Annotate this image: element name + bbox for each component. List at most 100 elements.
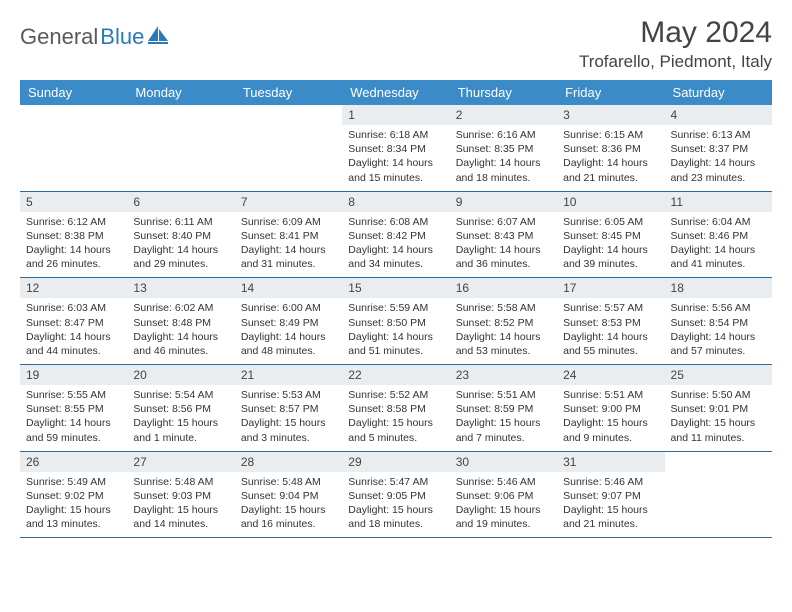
calendar-week-row: 12Sunrise: 6:03 AMSunset: 8:47 PMDayligh… xyxy=(20,278,772,365)
calendar-cell: 20Sunrise: 5:54 AMSunset: 8:56 PMDayligh… xyxy=(127,365,234,452)
day-header: Friday xyxy=(557,80,664,105)
calendar-cell: 31Sunrise: 5:46 AMSunset: 9:07 PMDayligh… xyxy=(557,451,664,538)
calendar-cell: 15Sunrise: 5:59 AMSunset: 8:50 PMDayligh… xyxy=(342,278,449,365)
calendar-cell: 22Sunrise: 5:52 AMSunset: 8:58 PMDayligh… xyxy=(342,365,449,452)
sail-icon xyxy=(148,26,170,49)
day-header: Monday xyxy=(127,80,234,105)
day-details: Sunrise: 6:09 AMSunset: 8:41 PMDaylight:… xyxy=(235,212,342,278)
day-number: 15 xyxy=(342,278,449,298)
day-details: Sunrise: 5:49 AMSunset: 9:02 PMDaylight:… xyxy=(20,472,127,538)
day-number: 3 xyxy=(557,105,664,125)
day-details: Sunrise: 5:59 AMSunset: 8:50 PMDaylight:… xyxy=(342,298,449,364)
day-details: Sunrise: 6:15 AMSunset: 8:36 PMDaylight:… xyxy=(557,125,664,191)
calendar-week-row: 1Sunrise: 6:18 AMSunset: 8:34 PMDaylight… xyxy=(20,105,772,191)
day-number: 11 xyxy=(665,192,772,212)
day-details: Sunrise: 5:47 AMSunset: 9:05 PMDaylight:… xyxy=(342,472,449,538)
day-details: Sunrise: 5:50 AMSunset: 9:01 PMDaylight:… xyxy=(665,385,772,451)
day-number: 9 xyxy=(450,192,557,212)
calendar-cell: 10Sunrise: 6:05 AMSunset: 8:45 PMDayligh… xyxy=(557,191,664,278)
day-header: Tuesday xyxy=(235,80,342,105)
calendar-cell: 25Sunrise: 5:50 AMSunset: 9:01 PMDayligh… xyxy=(665,365,772,452)
day-details: Sunrise: 6:04 AMSunset: 8:46 PMDaylight:… xyxy=(665,212,772,278)
day-details: Sunrise: 6:12 AMSunset: 8:38 PMDaylight:… xyxy=(20,212,127,278)
day-number: 18 xyxy=(665,278,772,298)
calendar-cell: 3Sunrise: 6:15 AMSunset: 8:36 PMDaylight… xyxy=(557,105,664,191)
month-title: May 2024 xyxy=(579,16,772,50)
calendar-cell: 17Sunrise: 5:57 AMSunset: 8:53 PMDayligh… xyxy=(557,278,664,365)
logo-text-gray: General xyxy=(20,24,98,50)
day-number: 2 xyxy=(450,105,557,125)
day-details: Sunrise: 5:58 AMSunset: 8:52 PMDaylight:… xyxy=(450,298,557,364)
day-details: Sunrise: 5:48 AMSunset: 9:04 PMDaylight:… xyxy=(235,472,342,538)
calendar-cell: 18Sunrise: 5:56 AMSunset: 8:54 PMDayligh… xyxy=(665,278,772,365)
calendar-cell: 5Sunrise: 6:12 AMSunset: 8:38 PMDaylight… xyxy=(20,191,127,278)
day-number: 13 xyxy=(127,278,234,298)
day-number: 23 xyxy=(450,365,557,385)
day-number: 12 xyxy=(20,278,127,298)
logo: GeneralBlue xyxy=(20,16,170,50)
calendar-cell: 2Sunrise: 6:16 AMSunset: 8:35 PMDaylight… xyxy=(450,105,557,191)
day-number: 22 xyxy=(342,365,449,385)
day-number: 1 xyxy=(342,105,449,125)
day-details: Sunrise: 5:55 AMSunset: 8:55 PMDaylight:… xyxy=(20,385,127,451)
day-details: Sunrise: 5:57 AMSunset: 8:53 PMDaylight:… xyxy=(557,298,664,364)
day-number: 21 xyxy=(235,365,342,385)
calendar-cell: 8Sunrise: 6:08 AMSunset: 8:42 PMDaylight… xyxy=(342,191,449,278)
logo-text-blue: Blue xyxy=(100,24,144,50)
calendar-cell: 19Sunrise: 5:55 AMSunset: 8:55 PMDayligh… xyxy=(20,365,127,452)
day-details: Sunrise: 5:46 AMSunset: 9:07 PMDaylight:… xyxy=(557,472,664,538)
day-details: Sunrise: 6:05 AMSunset: 8:45 PMDaylight:… xyxy=(557,212,664,278)
day-header: Wednesday xyxy=(342,80,449,105)
day-details: Sunrise: 6:16 AMSunset: 8:35 PMDaylight:… xyxy=(450,125,557,191)
day-header: Saturday xyxy=(665,80,772,105)
day-number: 29 xyxy=(342,452,449,472)
day-details: Sunrise: 5:54 AMSunset: 8:56 PMDaylight:… xyxy=(127,385,234,451)
calendar-cell: 12Sunrise: 6:03 AMSunset: 8:47 PMDayligh… xyxy=(20,278,127,365)
calendar-cell: 13Sunrise: 6:02 AMSunset: 8:48 PMDayligh… xyxy=(127,278,234,365)
calendar-week-row: 19Sunrise: 5:55 AMSunset: 8:55 PMDayligh… xyxy=(20,365,772,452)
day-details: Sunrise: 5:53 AMSunset: 8:57 PMDaylight:… xyxy=(235,385,342,451)
day-number: 25 xyxy=(665,365,772,385)
calendar-cell: 26Sunrise: 5:49 AMSunset: 9:02 PMDayligh… xyxy=(20,451,127,538)
day-details: Sunrise: 5:52 AMSunset: 8:58 PMDaylight:… xyxy=(342,385,449,451)
calendar-cell: 27Sunrise: 5:48 AMSunset: 9:03 PMDayligh… xyxy=(127,451,234,538)
day-number: 31 xyxy=(557,452,664,472)
calendar-cell: 21Sunrise: 5:53 AMSunset: 8:57 PMDayligh… xyxy=(235,365,342,452)
day-number: 28 xyxy=(235,452,342,472)
day-header-row: SundayMondayTuesdayWednesdayThursdayFrid… xyxy=(20,80,772,105)
calendar-cell xyxy=(665,451,772,538)
day-number: 8 xyxy=(342,192,449,212)
day-details: Sunrise: 5:46 AMSunset: 9:06 PMDaylight:… xyxy=(450,472,557,538)
day-details: Sunrise: 5:48 AMSunset: 9:03 PMDaylight:… xyxy=(127,472,234,538)
calendar-cell: 6Sunrise: 6:11 AMSunset: 8:40 PMDaylight… xyxy=(127,191,234,278)
calendar-week-row: 5Sunrise: 6:12 AMSunset: 8:38 PMDaylight… xyxy=(20,191,772,278)
day-header: Thursday xyxy=(450,80,557,105)
calendar-cell xyxy=(127,105,234,191)
day-details: Sunrise: 6:13 AMSunset: 8:37 PMDaylight:… xyxy=(665,125,772,191)
day-number: 5 xyxy=(20,192,127,212)
day-number: 7 xyxy=(235,192,342,212)
day-number: 19 xyxy=(20,365,127,385)
day-details: Sunrise: 6:18 AMSunset: 8:34 PMDaylight:… xyxy=(342,125,449,191)
calendar-cell xyxy=(235,105,342,191)
day-header: Sunday xyxy=(20,80,127,105)
day-number: 4 xyxy=(665,105,772,125)
calendar-cell: 30Sunrise: 5:46 AMSunset: 9:06 PMDayligh… xyxy=(450,451,557,538)
day-number: 17 xyxy=(557,278,664,298)
calendar-cell: 7Sunrise: 6:09 AMSunset: 8:41 PMDaylight… xyxy=(235,191,342,278)
calendar-cell xyxy=(20,105,127,191)
calendar-week-row: 26Sunrise: 5:49 AMSunset: 9:02 PMDayligh… xyxy=(20,451,772,538)
calendar-cell: 24Sunrise: 5:51 AMSunset: 9:00 PMDayligh… xyxy=(557,365,664,452)
day-number: 30 xyxy=(450,452,557,472)
calendar-cell: 16Sunrise: 5:58 AMSunset: 8:52 PMDayligh… xyxy=(450,278,557,365)
title-block: May 2024 Trofarello, Piedmont, Italy xyxy=(579,16,772,72)
calendar-cell: 4Sunrise: 6:13 AMSunset: 8:37 PMDaylight… xyxy=(665,105,772,191)
day-number: 24 xyxy=(557,365,664,385)
day-number: 6 xyxy=(127,192,234,212)
day-details: Sunrise: 5:51 AMSunset: 9:00 PMDaylight:… xyxy=(557,385,664,451)
day-details: Sunrise: 6:00 AMSunset: 8:49 PMDaylight:… xyxy=(235,298,342,364)
calendar-cell: 1Sunrise: 6:18 AMSunset: 8:34 PMDaylight… xyxy=(342,105,449,191)
calendar-cell: 23Sunrise: 5:51 AMSunset: 8:59 PMDayligh… xyxy=(450,365,557,452)
day-number: 27 xyxy=(127,452,234,472)
day-number: 14 xyxy=(235,278,342,298)
